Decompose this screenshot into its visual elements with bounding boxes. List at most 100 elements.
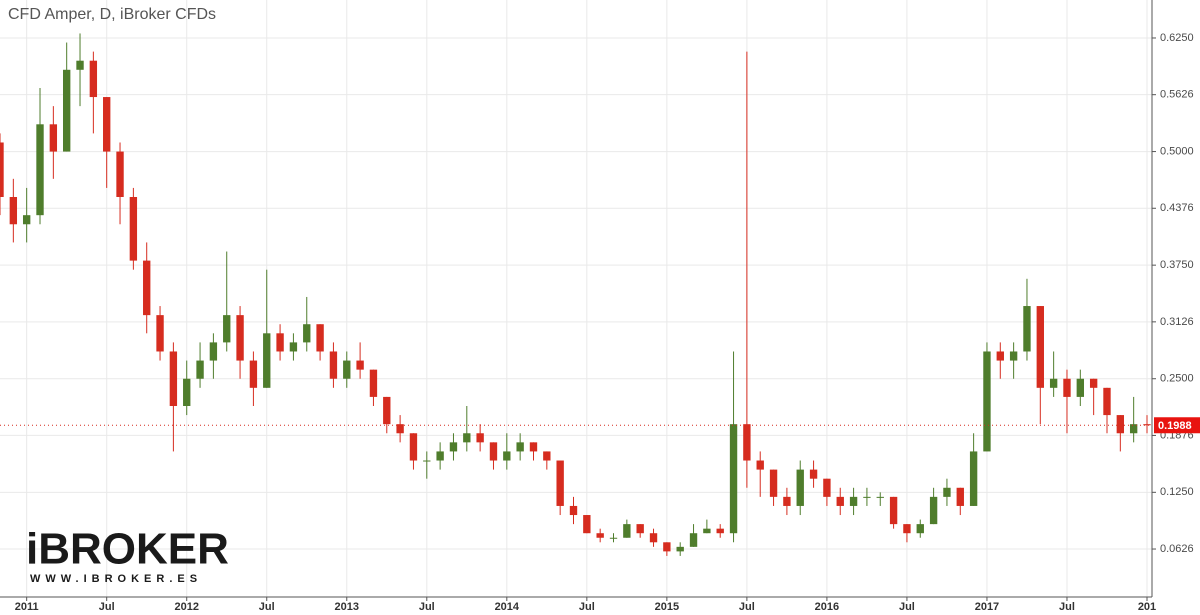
x-tick-label: 2011 xyxy=(15,601,39,613)
candle-body xyxy=(1103,387,1111,416)
candle-body xyxy=(383,396,391,425)
candle-body xyxy=(863,496,871,498)
candle-body xyxy=(543,451,551,461)
candle-body xyxy=(436,451,444,461)
candle-body xyxy=(689,533,698,547)
candle-body xyxy=(276,333,284,352)
candle-body xyxy=(489,442,498,461)
candle-body xyxy=(996,351,1004,361)
candle-body xyxy=(1129,424,1138,434)
candle-body xyxy=(369,369,378,397)
candle-body xyxy=(1089,378,1098,388)
candle-body xyxy=(1009,351,1018,361)
candle-body xyxy=(623,524,631,538)
candle-body xyxy=(969,451,978,506)
candle-body xyxy=(143,260,151,316)
candle-body xyxy=(1049,378,1058,388)
candle-body xyxy=(463,433,471,443)
watermark-url: WWW.IBROKER.ES xyxy=(30,573,202,585)
candle-body xyxy=(889,496,898,525)
candle-body xyxy=(0,142,4,198)
candle-body xyxy=(476,433,484,443)
candle-body xyxy=(796,469,804,506)
candle-body xyxy=(703,528,711,534)
candle-body xyxy=(583,515,591,534)
x-tick-label: 2014 xyxy=(495,601,520,613)
candle-body xyxy=(529,442,538,452)
candle-body xyxy=(716,528,724,534)
y-tick-label: 0.4376 xyxy=(1160,202,1194,214)
candle-body xyxy=(156,315,164,352)
candle-body xyxy=(516,442,524,452)
candle-body xyxy=(556,460,564,506)
candle-body xyxy=(729,424,738,534)
last-price-label: 0.1988 xyxy=(1158,420,1192,432)
candle-body xyxy=(903,524,911,534)
candle-body xyxy=(343,360,351,379)
candle-body xyxy=(36,124,44,216)
candle-body xyxy=(236,315,244,361)
candle-body xyxy=(743,424,751,461)
x-tick-label: Jul xyxy=(1059,601,1075,613)
candle-body xyxy=(423,460,431,462)
candle-body xyxy=(636,524,644,534)
candle-body xyxy=(983,351,991,452)
x-tick-label: 2015 xyxy=(655,601,679,613)
candle-body xyxy=(329,351,338,379)
candle-body xyxy=(49,124,58,152)
candle-body xyxy=(1023,306,1031,352)
y-tick-label: 0.0626 xyxy=(1160,543,1194,555)
x-tick-label: Jul xyxy=(899,601,915,613)
x-tick-label: Jul xyxy=(259,601,275,613)
candle-body xyxy=(303,324,311,343)
candle-body xyxy=(569,505,578,516)
candle-body xyxy=(9,197,18,225)
y-tick-label: 0.3750 xyxy=(1160,259,1194,271)
candle-body xyxy=(449,442,458,452)
candle-body xyxy=(1063,378,1071,397)
candle-body xyxy=(63,69,71,152)
candle-body xyxy=(289,342,298,352)
x-tick-label: Jul xyxy=(579,601,595,613)
candle-body xyxy=(929,496,938,525)
x-tick-label: 2016 xyxy=(815,601,839,613)
candle-body xyxy=(1116,415,1125,434)
candle-body xyxy=(263,333,271,388)
y-tick-label: 0.6250 xyxy=(1160,32,1194,44)
y-tick-label: 0.5000 xyxy=(1160,145,1194,157)
candle-body xyxy=(783,496,791,506)
candle-body xyxy=(183,378,191,406)
candle-body xyxy=(943,487,951,497)
candle-body xyxy=(116,151,124,198)
candle-body xyxy=(409,433,418,461)
candle-body xyxy=(169,351,178,406)
candle-body xyxy=(76,60,84,70)
last-price-box xyxy=(1154,417,1200,434)
x-tick-label: 2012 xyxy=(174,601,198,613)
candle-body xyxy=(223,315,231,343)
candle-body xyxy=(769,469,778,497)
candle-body xyxy=(129,197,138,261)
candle-body xyxy=(249,360,258,388)
x-tick-label: 2013 xyxy=(335,601,359,613)
candle-body xyxy=(809,469,818,479)
candle-body xyxy=(1076,378,1084,397)
chart-title: CFD Amper, D, iBroker CFDs xyxy=(8,6,216,23)
candle-body xyxy=(596,533,604,538)
candle-body xyxy=(663,542,671,552)
candle-body xyxy=(503,451,511,461)
candle-body xyxy=(956,487,964,506)
y-tick-label: 0.5626 xyxy=(1160,89,1194,101)
candle-body xyxy=(356,360,364,370)
candle-body xyxy=(1143,424,1151,426)
y-tick-label: 0.2500 xyxy=(1160,373,1194,385)
candle-body xyxy=(316,324,324,352)
candle-body xyxy=(209,342,218,361)
candle-body xyxy=(609,537,618,539)
candle-body xyxy=(196,360,204,379)
x-tick-label: Jul xyxy=(419,601,435,613)
candles xyxy=(0,33,1151,556)
x-tick-label: Jul xyxy=(739,601,755,613)
candle-body xyxy=(849,496,858,506)
